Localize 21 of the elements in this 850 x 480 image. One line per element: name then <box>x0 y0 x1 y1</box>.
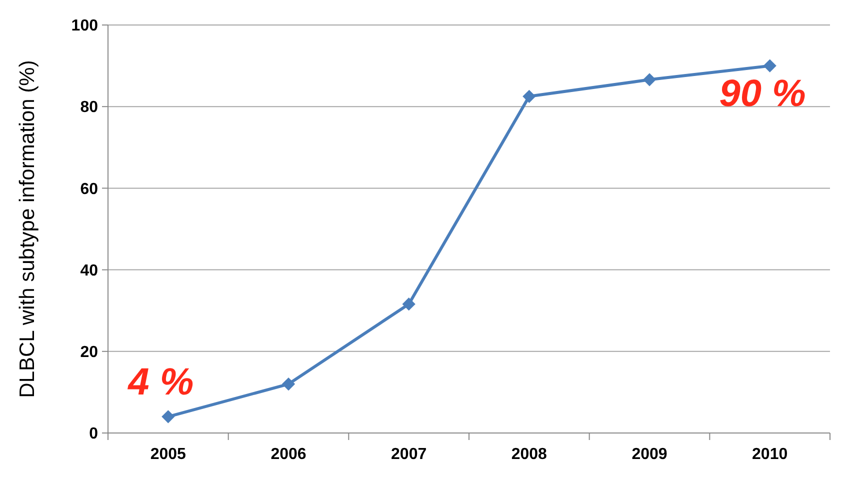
y-tick-label: 0 <box>89 426 98 443</box>
point <box>642 73 656 86</box>
y-axis-title: DLBCL with subtype information (%) <box>16 60 39 398</box>
x-tick-label: 2008 <box>511 446 548 463</box>
point <box>763 59 776 72</box>
y-tick-label: 100 <box>71 18 98 35</box>
y-tick-label: 80 <box>80 99 98 116</box>
y-tick-label: 40 <box>80 262 98 280</box>
point <box>402 298 416 311</box>
annotation: 90 % <box>719 72 806 115</box>
point <box>162 410 175 424</box>
annotation: 4 % <box>127 362 194 404</box>
point <box>522 90 536 103</box>
x-tick-label: 2010 <box>752 446 788 463</box>
x-tick-label: 2006 <box>270 446 306 463</box>
y-tick-label: 20 <box>80 344 98 361</box>
x-tick-label: 2007 <box>391 446 427 463</box>
x-tick-label: 2009 <box>632 446 668 463</box>
point <box>282 377 296 391</box>
x-tick-label: 2005 <box>150 446 186 463</box>
y-tick-label: 60 <box>80 180 98 198</box>
